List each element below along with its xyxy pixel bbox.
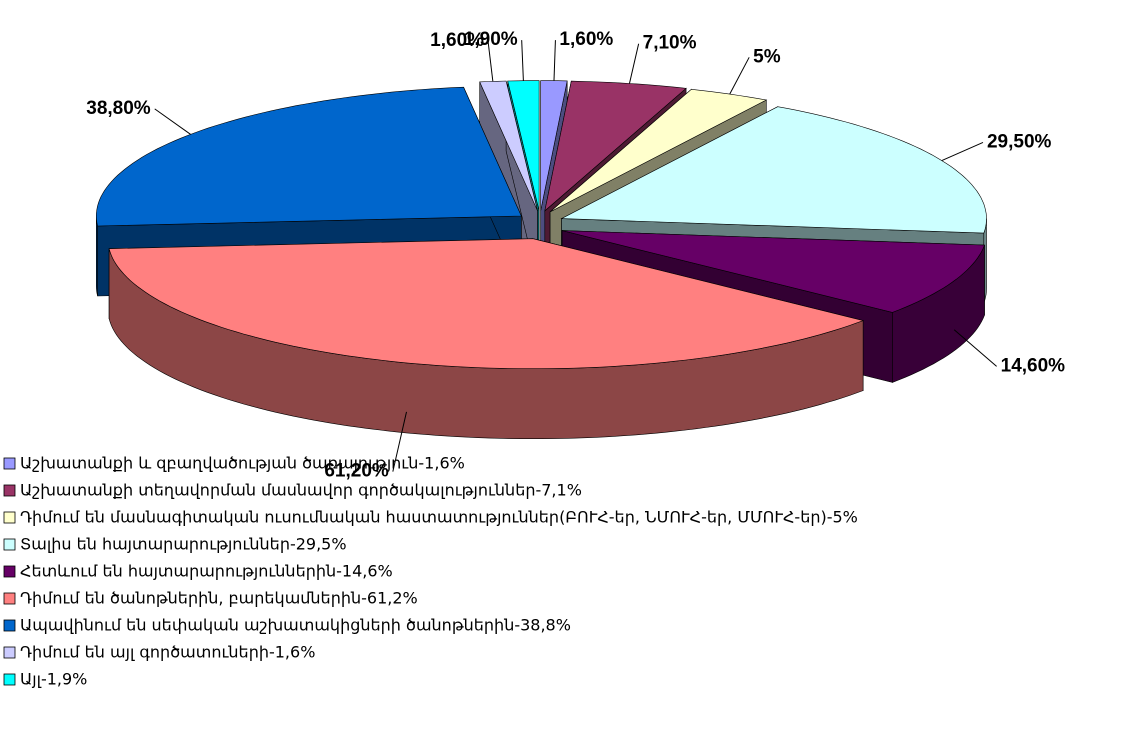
value-label: 7,10% <box>643 33 697 54</box>
legend-swatch <box>3 511 16 524</box>
leader-line <box>521 40 524 81</box>
value-label: 1,60% <box>430 30 484 51</box>
legend-swatch <box>3 619 16 632</box>
leader-line <box>941 141 984 162</box>
value-label: 29,50% <box>987 131 1052 152</box>
value-label: 14,60% <box>1001 355 1066 376</box>
leader-line <box>392 411 407 472</box>
legend-swatch <box>3 592 16 605</box>
legend-label: Դիմում են ծանոթներին, բարեկամներին-61,2% <box>20 589 418 608</box>
slice-top <box>108 238 865 369</box>
legend-label: Դիմում են մասնագիտական ուսումնական հաստա… <box>20 508 858 527</box>
slice-wall <box>96 215 98 297</box>
legend-swatch <box>3 646 16 659</box>
leader-line <box>154 108 191 135</box>
legend-label: Հետևում են հայտարարություններին-14,6% <box>20 562 393 581</box>
legend-label: Աշխատանքի և զբաղվածության ծառայություն-1… <box>20 454 465 473</box>
leader-line <box>953 329 997 367</box>
legend-swatch <box>3 484 16 497</box>
legend-swatch <box>3 457 16 470</box>
value-label: 1,90% <box>464 29 518 50</box>
legend-label: Այլ-1,9% <box>20 670 87 689</box>
legend-label: Դիմում են այլ գործատուների-1,6% <box>20 643 315 662</box>
legend-swatch <box>3 673 16 686</box>
legend-swatch <box>3 538 16 551</box>
value-label: 1,60% <box>559 29 613 50</box>
slice <box>108 238 865 439</box>
value-label: 5% <box>753 46 781 67</box>
value-label: 61,20% <box>324 461 389 482</box>
leader-line <box>487 40 494 82</box>
legend-label: Աշխատանքի տեղավորման մասնավոր գործակալու… <box>20 481 582 500</box>
legend-label: Ապավինում են սեփական աշխատակիցների ծանոթ… <box>20 616 571 635</box>
slice-top <box>562 230 985 313</box>
value-label: 38,80% <box>86 98 151 119</box>
slice-top <box>479 80 538 211</box>
leader-line <box>729 57 750 95</box>
leader-line <box>628 43 640 84</box>
legend-label: Տալիս են հայտարարություններ-29,5% <box>20 535 347 554</box>
slice-top <box>95 86 522 227</box>
slice-top <box>507 80 540 211</box>
leader-line <box>553 40 556 81</box>
slice-top <box>560 106 987 234</box>
legend-swatch <box>3 565 16 578</box>
